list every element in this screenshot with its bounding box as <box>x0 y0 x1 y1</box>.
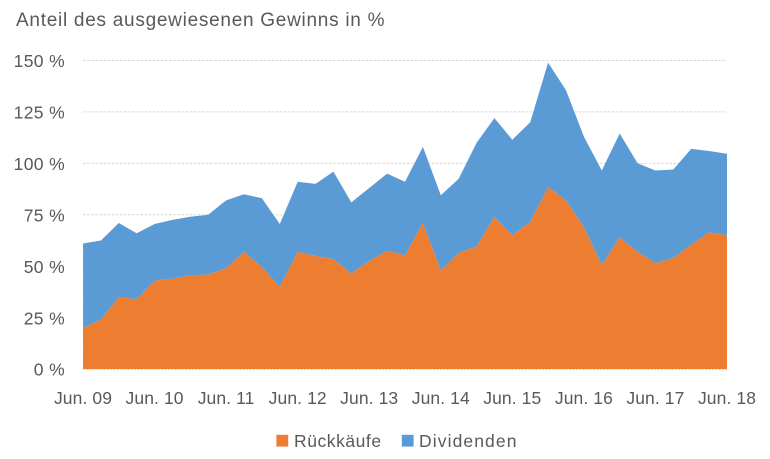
svg-text:Jun. 17: Jun. 17 <box>626 388 684 408</box>
svg-text:75 %: 75 % <box>24 205 65 225</box>
svg-text:125 %: 125 % <box>14 103 65 123</box>
svg-text:25 %: 25 % <box>24 308 65 328</box>
svg-text:Jun. 10: Jun. 10 <box>126 388 184 408</box>
svg-text:Jun. 14: Jun. 14 <box>412 388 470 408</box>
svg-text:50 %: 50 % <box>24 257 65 277</box>
svg-text:Jun. 16: Jun. 16 <box>555 388 613 408</box>
svg-text:Dividenden: Dividenden <box>419 431 518 451</box>
svg-text:Rückkäufe: Rückkäufe <box>294 431 382 451</box>
svg-text:Jun. 13: Jun. 13 <box>340 388 398 408</box>
svg-text:Jun. 11: Jun. 11 <box>198 388 255 408</box>
svg-text:Jun. 09: Jun. 09 <box>54 388 112 408</box>
svg-text:Jun. 18: Jun. 18 <box>698 388 756 408</box>
svg-text:0 %: 0 % <box>34 360 65 380</box>
svg-text:Jun. 15: Jun. 15 <box>483 388 541 408</box>
svg-text:100 %: 100 % <box>14 154 65 174</box>
svg-text:Anteil des ausgewiesenen Gewin: Anteil des ausgewiesenen Gewinns in % <box>16 10 385 31</box>
svg-text:Jun. 12: Jun. 12 <box>269 388 327 408</box>
svg-text:150 %: 150 % <box>14 51 65 71</box>
